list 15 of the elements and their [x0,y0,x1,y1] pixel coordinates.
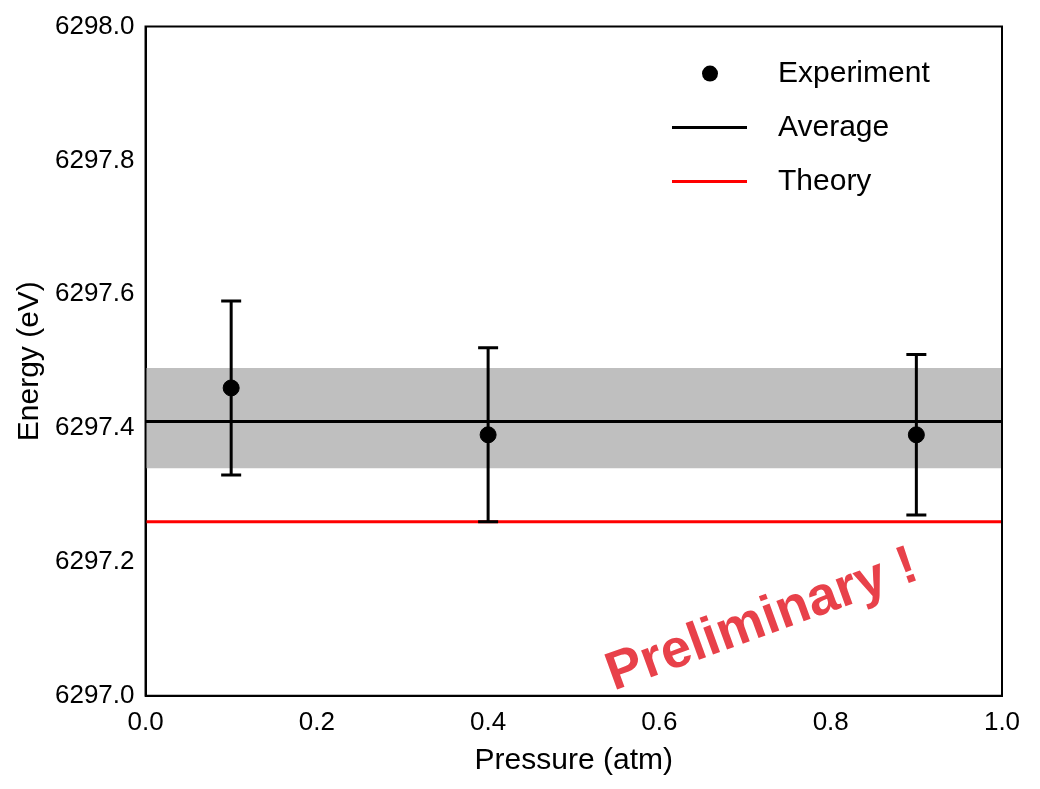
legend-label: Experiment [778,54,931,88]
legend-label: Theory [778,162,872,196]
y-tick-label: 6298.0 [54,9,135,40]
x-tick-label: 0.6 [641,705,678,736]
y-tick-label: 6297.2 [54,545,135,576]
y-tick-label: 6297.4 [54,411,135,442]
x-tick-label: 0.4 [470,705,507,736]
y-tick-label: 6297.6 [54,277,135,308]
y-tick-label: 6297.8 [54,143,135,174]
x-tick-label: 1.0 [983,705,1021,736]
x-tick-label: 0.8 [812,705,849,736]
x-axis-title: Pressure (atm) [474,742,673,776]
x-tick-label: 0.2 [298,705,335,736]
legend-label: Average [778,108,890,142]
y-axis-title: Energy (eV) [11,281,45,442]
